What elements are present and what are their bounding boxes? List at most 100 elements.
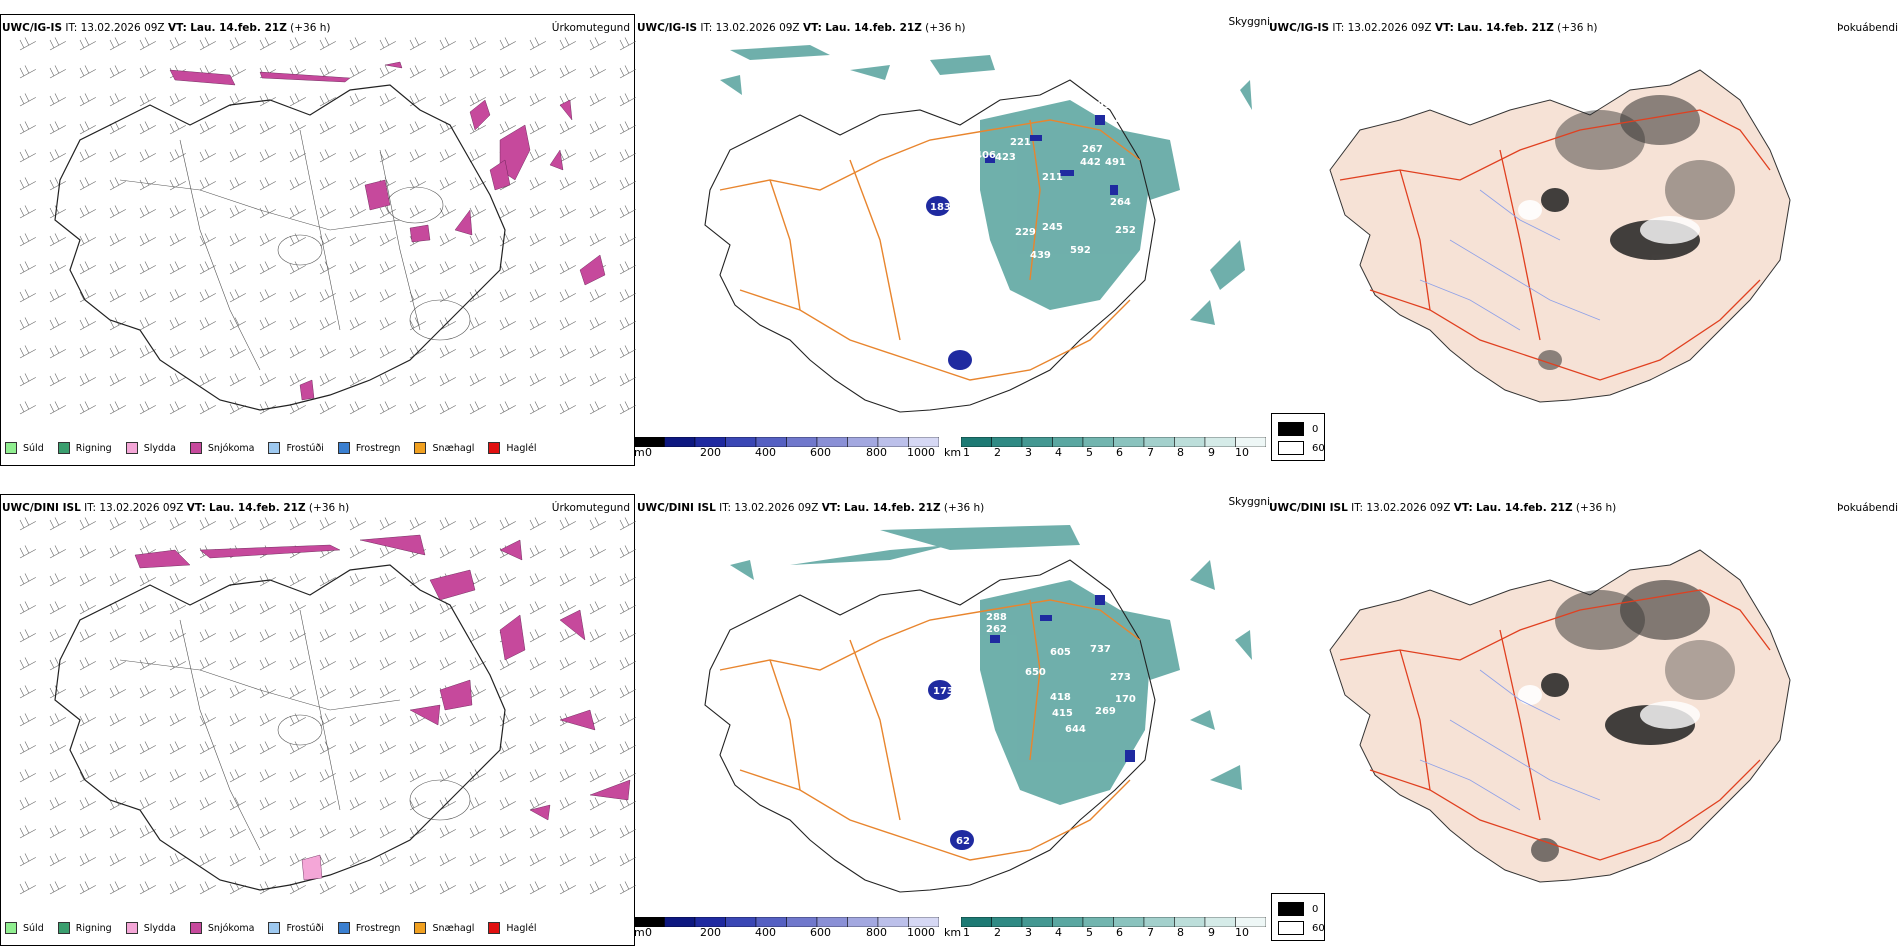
wind-barb	[319, 93, 336, 107]
wind-barb	[79, 65, 96, 79]
vt-value: Lau. 14.feb. 21Z	[825, 22, 922, 34]
wind-barb	[559, 825, 576, 839]
legend-swatch	[337, 922, 350, 934]
wind-barb	[139, 121, 156, 135]
wind-barb	[229, 373, 246, 387]
legend-item: Haglél	[488, 442, 537, 454]
wind-barb	[619, 373, 636, 387]
legend-label: Rigning	[75, 442, 112, 454]
wind-barb	[109, 517, 126, 531]
fog-roads	[1339, 589, 1771, 861]
wind-barb	[49, 881, 66, 895]
wind-barb	[529, 261, 546, 275]
wind-barb	[49, 401, 66, 415]
wind-barb	[289, 261, 306, 275]
wind-barb	[19, 629, 36, 643]
wind-barb	[229, 881, 246, 895]
wind-barb	[499, 573, 516, 587]
wind-barb	[79, 517, 96, 531]
wind-barb	[439, 769, 456, 783]
panel-title-fog: UWC/DINI ISL IT: 13.02.2026 09Z VT: Lau.…	[1269, 502, 1616, 514]
wind-barb	[559, 797, 576, 811]
wind-barb	[199, 517, 216, 531]
lowcloud-dots	[928, 595, 1135, 850]
height-cbar-tick: 0	[645, 926, 652, 939]
wind-barb	[379, 205, 396, 219]
wind-barb	[229, 233, 246, 247]
internal-lines	[119, 609, 471, 851]
wind-barb	[379, 149, 396, 163]
wind-barb	[319, 797, 336, 811]
wind-barb	[259, 261, 276, 275]
wind-barb	[409, 881, 426, 895]
wind-barb	[589, 545, 606, 559]
map-number: 273	[1110, 672, 1131, 683]
wind-barb	[79, 881, 96, 895]
wind-barb	[109, 373, 126, 387]
legend-swatch	[189, 922, 202, 934]
wind-barb	[139, 401, 156, 415]
wind-barb	[559, 345, 576, 359]
wind-barb	[79, 261, 96, 275]
wind-barb	[199, 37, 216, 51]
wind-barb	[229, 601, 246, 615]
wind-barb	[439, 177, 456, 191]
wind-barb	[319, 121, 336, 135]
wind-barb	[109, 93, 126, 107]
wind-barb	[589, 401, 606, 415]
wind-barb	[499, 517, 516, 531]
wind-barb	[559, 373, 576, 387]
wind-barb	[439, 289, 456, 303]
cloud-base-numbers: 183 406 423 221 427 193 267 442 491 211 …	[930, 100, 1136, 357]
wind-barb	[49, 345, 66, 359]
km-cbar-unit: km	[944, 446, 962, 459]
wind-barb	[439, 37, 456, 51]
wind-barb	[529, 121, 546, 135]
panel-name-clouds: Skyggni	[1228, 16, 1271, 28]
wind-barb	[619, 769, 636, 783]
wind-barb	[229, 825, 246, 839]
wind-barb	[19, 317, 36, 331]
wind-barb	[19, 741, 36, 755]
panel-name-precip: Úrkomutegund	[551, 22, 630, 34]
wind-barb	[469, 517, 486, 531]
wind-barb	[229, 685, 246, 699]
wind-barb	[259, 629, 276, 643]
it-label: IT:	[1351, 502, 1364, 514]
height-cbar-tick: 1000	[907, 926, 935, 939]
wind-barb	[199, 401, 216, 415]
panel-name-fog: Þokuábendi	[1837, 502, 1898, 514]
wind-barb	[379, 685, 396, 699]
legend-item: Súld	[5, 922, 44, 934]
wind-barb	[169, 517, 186, 531]
legend-item: Súld	[5, 442, 44, 454]
wind-barb	[79, 317, 96, 331]
height-cbar-tick: 400	[755, 926, 776, 939]
wind-barb	[439, 373, 456, 387]
wind-barb	[229, 317, 246, 331]
wind-barb	[79, 797, 96, 811]
map-number: 406	[975, 150, 996, 161]
wind-barb	[529, 149, 546, 163]
wind-barb	[49, 121, 66, 135]
wind-barb	[49, 289, 66, 303]
wind-barb	[259, 289, 276, 303]
wind-barb	[499, 601, 516, 615]
km-cbar-tick: 7	[1147, 446, 1154, 459]
map-number: 737	[1090, 644, 1111, 655]
wind-barb	[289, 37, 306, 51]
wind-barb	[319, 261, 336, 275]
wind-barb	[529, 93, 546, 107]
wind-barb	[109, 205, 126, 219]
wind-barb	[469, 233, 486, 247]
wind-barb	[499, 317, 516, 331]
wind-barb	[379, 601, 396, 615]
wind-barb	[19, 797, 36, 811]
wind-barb	[589, 741, 606, 755]
wind-barb	[469, 93, 486, 107]
wind-barb	[109, 573, 126, 587]
precip-type-frame	[0, 14, 635, 466]
wind-barb	[619, 517, 636, 531]
wind-barb	[559, 177, 576, 191]
wind-barb	[559, 149, 576, 163]
